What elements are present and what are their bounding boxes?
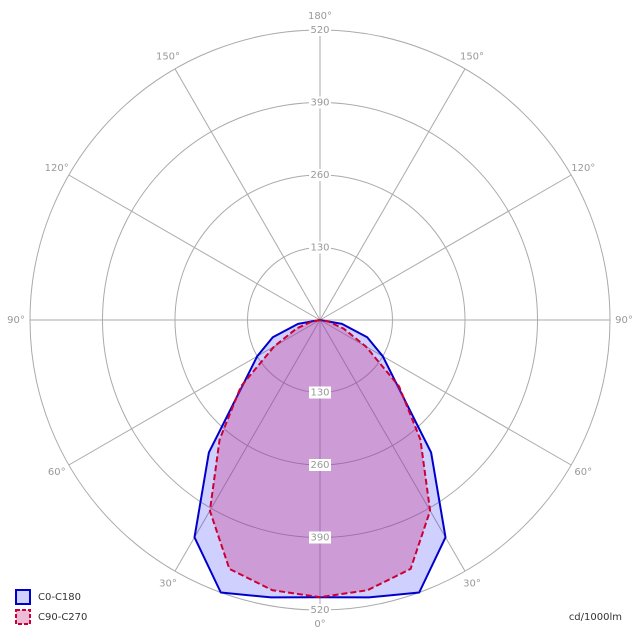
grid-spoke [174, 68, 321, 321]
angle-tick-label: 120° [45, 163, 69, 174]
grid-spoke [319, 319, 466, 572]
r-tick-label: 130 [310, 243, 329, 254]
angle-tick-label: 30° [463, 578, 481, 589]
angle-tick-label: 90° [615, 315, 633, 326]
tick-bg [309, 169, 331, 181]
angle-tick-label: 60° [574, 467, 592, 478]
r-tick-label: 520 [310, 605, 329, 616]
intensity-curve [208, 319, 432, 599]
r-tick-label: 260 [310, 460, 329, 471]
r-tick-label: 390 [310, 98, 329, 109]
legend-swatch [15, 589, 31, 605]
grid-spoke [68, 174, 321, 321]
r-tick-label: 390 [310, 533, 329, 544]
angle-tick-label: 180° [308, 11, 332, 22]
grid-spoke [174, 319, 321, 572]
tick-bg [309, 459, 331, 471]
angle-tick-label: 0° [314, 619, 325, 630]
angle-tick-label: 90° [7, 315, 25, 326]
angle-tick-label: 60° [48, 467, 66, 478]
tick-bg [309, 241, 331, 254]
grid-spoke [319, 68, 466, 321]
angle-tick-label: 30° [159, 578, 177, 589]
tick-bg [309, 24, 331, 36]
tick-bg [309, 386, 331, 399]
tick-bg [309, 531, 331, 544]
angle-tick-label: 120° [571, 163, 595, 174]
legend-label: C0-C180 [38, 592, 81, 603]
r-tick-label: 130 [310, 388, 329, 399]
unit-label: cd/1000lm [569, 612, 622, 623]
r-tick-label: 520 [310, 25, 329, 36]
tick-bg [309, 604, 331, 616]
grid-spoke [319, 319, 572, 466]
legend-swatch [15, 609, 31, 625]
r-tick-label: 260 [310, 170, 329, 181]
grid-spoke [319, 174, 572, 321]
angle-tick-label: 150° [460, 52, 484, 63]
legend-label: C90-C270 [38, 612, 87, 623]
tick-bg [309, 96, 331, 109]
angle-tick-label: 150° [156, 52, 180, 63]
